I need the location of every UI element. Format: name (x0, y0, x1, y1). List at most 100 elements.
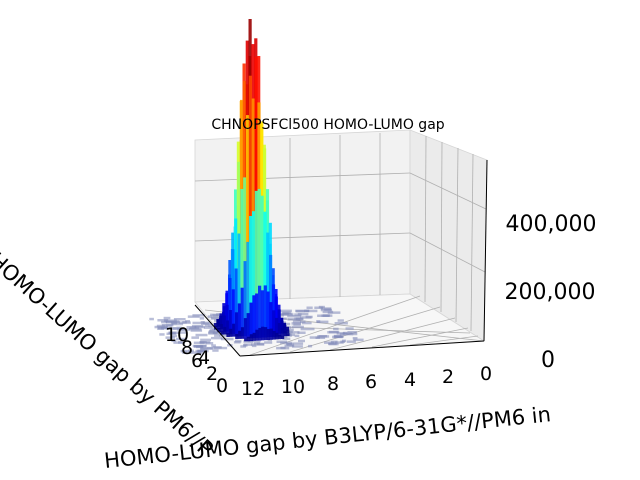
floor-bin (188, 349, 194, 353)
floor-bin (243, 340, 254, 343)
y-tick-labels: 10 8 6 4 2 0 (165, 324, 228, 397)
floor-bin (171, 322, 184, 326)
histogram-bar (260, 290, 264, 338)
histogram-bar (223, 326, 227, 335)
floor-bin (157, 327, 165, 330)
floor-bin (300, 320, 306, 323)
z-axis-line (483, 159, 488, 342)
floor-bin (154, 325, 168, 329)
histogram-bar (271, 284, 276, 335)
histogram-bar (255, 293, 259, 338)
histogram-bar (219, 315, 223, 330)
histogram-bar (263, 211, 267, 335)
floor-bin (298, 339, 305, 343)
floor-bin (173, 318, 186, 321)
floor-bin (306, 306, 313, 309)
histogram-bar (272, 310, 276, 337)
histogram-bar (237, 233, 241, 334)
floor-bin (171, 339, 177, 343)
floor-bin (220, 337, 234, 341)
floor-bin (333, 334, 342, 338)
floor-bin (320, 307, 332, 310)
y-tick-label: 4 (198, 347, 210, 369)
floor-bin (284, 344, 295, 348)
floor-bin (187, 315, 200, 318)
floor-bin (300, 327, 315, 331)
histogram-bar (285, 326, 289, 331)
floor-bin (171, 334, 177, 338)
histogram-bar (249, 302, 253, 339)
histogram-bar (258, 285, 262, 338)
x-tick-labels: 12 10 8 6 4 2 0 (241, 363, 492, 400)
histogram-bar (274, 296, 278, 335)
floor-bin (191, 336, 199, 339)
floor-bin (336, 332, 345, 335)
histogram-bar (277, 309, 281, 334)
floor-bin (210, 313, 222, 317)
histogram-bar (277, 323, 282, 337)
floor-bin (257, 342, 265, 346)
y-tick-label: 0 (216, 375, 228, 397)
x-tick-label: 2 (442, 366, 454, 388)
floor-bin (199, 317, 205, 320)
histogram-bar (246, 241, 250, 336)
floor-bin (352, 332, 358, 336)
y-tick-label: 6 (191, 350, 203, 372)
histogram-bar (252, 295, 256, 339)
chart-title: CHNOPSFCl500 HOMO-LUMO gap (211, 117, 444, 133)
floor-bin (322, 314, 331, 317)
histogram-bar (244, 338, 248, 342)
back-pane (194, 129, 411, 303)
floor-bin (292, 320, 302, 323)
histogram-bar (269, 328, 273, 340)
x-axis-line (239, 340, 485, 357)
floor-bin (159, 333, 165, 336)
floor-bin (294, 334, 300, 338)
x-tick-label: 12 (241, 378, 265, 400)
histogram-bar (235, 333, 239, 340)
floor-bin (195, 349, 207, 353)
histogram-bar (281, 335, 285, 339)
floor-bin (352, 337, 358, 340)
floor-bin (345, 327, 354, 330)
histogram-bar (260, 195, 264, 335)
floor-bin (168, 331, 179, 334)
histogram-bar (283, 325, 287, 334)
floor-bin (199, 341, 211, 344)
histogram-bar (252, 211, 256, 336)
histogram-bar (213, 322, 217, 327)
floor-bin (211, 327, 216, 330)
floor-bin (286, 343, 294, 346)
floor-bin (194, 345, 203, 348)
x-tick-label: 0 (480, 363, 492, 385)
floor-bin (305, 309, 318, 313)
z-tick-label: 0 (541, 348, 555, 373)
histogram-bar (231, 289, 235, 334)
z-tick-label: 400,000 (506, 212, 597, 237)
floor-bin (192, 321, 202, 325)
histogram-bar (217, 322, 221, 330)
floor-bin (208, 324, 213, 328)
histogram-bar (240, 189, 244, 334)
floor-bin (194, 325, 205, 329)
histogram-bar (258, 327, 262, 341)
z-tick-label: 200,000 (505, 280, 596, 305)
floor-bin (294, 313, 302, 316)
histogram-bar (254, 190, 258, 336)
floor-bin (182, 351, 188, 354)
histogram-bar (246, 336, 251, 342)
floor-bin (213, 346, 228, 350)
floor-bin (343, 331, 348, 335)
y-tick-label: 8 (181, 337, 193, 359)
histogram-bar (261, 326, 265, 341)
floor-bin (287, 318, 301, 321)
floor-bin (291, 325, 304, 329)
floor-bin (182, 321, 187, 324)
y-tick-label: 2 (206, 363, 218, 385)
floor-bin (195, 333, 208, 337)
floor-bin (235, 340, 242, 343)
histogram-bar (280, 320, 284, 334)
floor-bin (309, 336, 320, 339)
floor-bin (161, 323, 174, 327)
histogram-bar (269, 254, 273, 335)
